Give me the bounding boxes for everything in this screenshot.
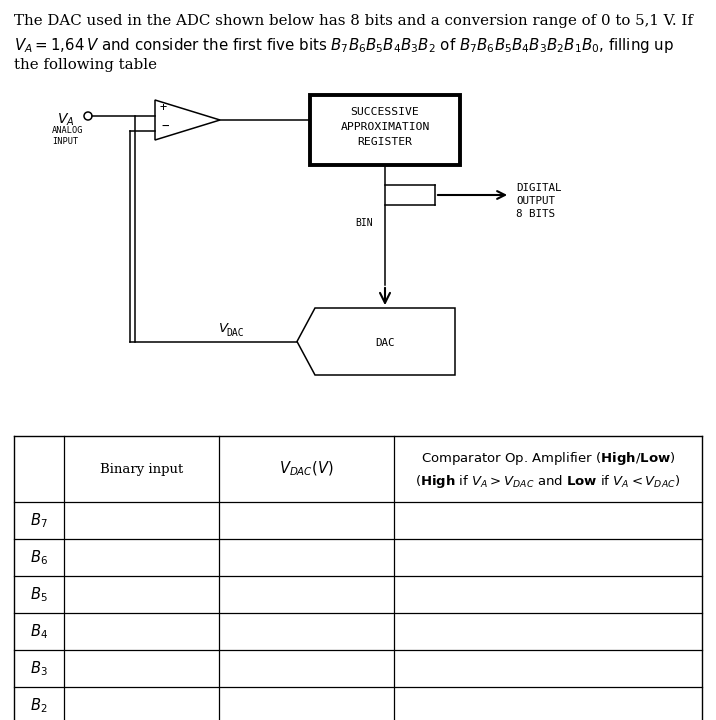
Text: $B_7$: $B_7$ — [30, 511, 48, 530]
Bar — [310, 95, 460, 165]
Text: REGISTER: REGISTER — [357, 137, 412, 147]
Text: $B_4$: $B_4$ — [30, 622, 48, 641]
Text: SUCCESSIVE: SUCCESSIVE — [351, 107, 420, 117]
Text: $B_3$: $B_3$ — [30, 659, 48, 678]
Text: DIGITAL: DIGITAL — [516, 183, 561, 193]
Text: DAC: DAC — [375, 338, 395, 348]
Text: $B_6$: $B_6$ — [30, 548, 48, 567]
Text: BIN: BIN — [355, 218, 372, 228]
Text: $B_5$: $B_5$ — [30, 585, 48, 604]
Text: 8 BITS: 8 BITS — [516, 209, 555, 219]
Text: The DAC used in the ADC shown below has 8 bits and a conversion range of 0 to 5,: The DAC used in the ADC shown below has … — [14, 14, 693, 28]
Text: Comparator Op. Amplifier ($\mathbf{High}$/$\mathbf{Low}$): Comparator Op. Amplifier ($\mathbf{High}… — [421, 450, 675, 467]
Text: OUTPUT: OUTPUT — [516, 196, 555, 206]
Text: −: − — [161, 120, 168, 132]
Text: ANALOG: ANALOG — [52, 126, 84, 135]
Text: +: + — [160, 102, 167, 114]
Text: $V_A = 1{,}64\,V$ and consider the first five bits $B_7B_6B_5B_4B_3B_2$ of $B_7B: $V_A = 1{,}64\,V$ and consider the first… — [14, 36, 674, 55]
Text: ($\mathbf{High}$ if $V_A > V_{DAC}$ and $\mathbf{Low}$ if $V_A < V_{DAC}$): ($\mathbf{High}$ if $V_A > V_{DAC}$ and … — [415, 473, 681, 490]
Text: INPUT: INPUT — [52, 137, 78, 146]
Text: the following table: the following table — [14, 58, 157, 72]
Text: $V$: $V$ — [218, 322, 230, 335]
Text: Binary input: Binary input — [100, 462, 183, 475]
Text: $B_2$: $B_2$ — [30, 696, 48, 715]
Text: DAC: DAC — [226, 328, 243, 338]
Text: APPROXIMATION: APPROXIMATION — [340, 122, 430, 132]
Text: $V_{DAC}(V)$: $V_{DAC}(V)$ — [279, 460, 334, 478]
Text: $V_A$: $V_A$ — [57, 112, 74, 128]
